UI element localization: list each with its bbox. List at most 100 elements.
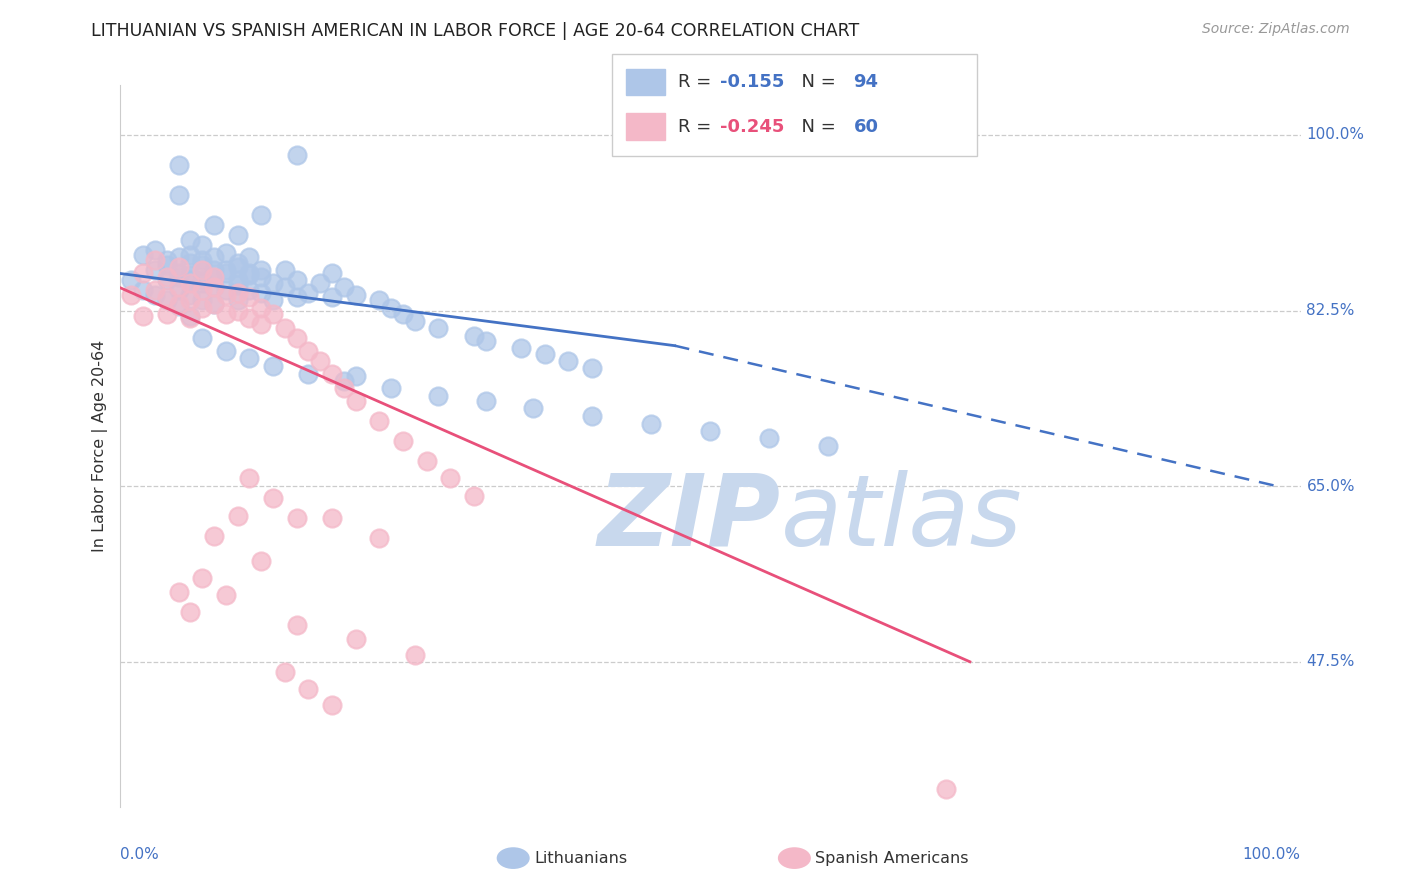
Point <box>215 284 238 298</box>
Point <box>758 431 780 445</box>
Point <box>167 584 190 599</box>
Point <box>120 273 142 287</box>
Point <box>238 310 260 325</box>
Point <box>309 277 332 291</box>
Text: 65.0%: 65.0% <box>1306 479 1355 493</box>
Point <box>238 284 260 298</box>
Point <box>274 665 297 679</box>
Point <box>191 273 214 287</box>
Point <box>143 244 166 258</box>
Point <box>699 424 721 438</box>
Point <box>226 303 249 318</box>
Point <box>262 359 284 373</box>
Point <box>120 288 142 302</box>
Point <box>202 270 225 285</box>
Point <box>191 263 214 277</box>
Point <box>581 409 603 423</box>
Point <box>167 158 190 172</box>
Text: Source: ZipAtlas.com: Source: ZipAtlas.com <box>1202 22 1350 37</box>
Y-axis label: In Labor Force | Age 20-64: In Labor Force | Age 20-64 <box>93 340 108 552</box>
Point <box>179 248 201 262</box>
Point <box>380 381 402 395</box>
Text: ZIP: ZIP <box>598 470 780 566</box>
Point <box>640 417 662 431</box>
Point <box>309 353 332 368</box>
Text: 82.5%: 82.5% <box>1306 303 1355 318</box>
Point <box>392 307 415 321</box>
Text: 47.5%: 47.5% <box>1306 654 1355 669</box>
Text: atlas: atlas <box>780 470 1022 566</box>
Point <box>250 286 273 301</box>
Point <box>344 393 367 408</box>
Point <box>463 328 485 343</box>
Point <box>238 268 260 283</box>
Point <box>463 489 485 503</box>
Point <box>262 277 284 291</box>
Text: -0.155: -0.155 <box>720 73 785 91</box>
Point <box>297 286 319 301</box>
Point <box>179 605 201 619</box>
Point <box>238 291 260 305</box>
Point <box>156 270 179 285</box>
Point <box>215 266 238 280</box>
Point <box>285 617 308 632</box>
Point <box>132 284 155 298</box>
Point <box>557 353 579 368</box>
Point <box>191 253 214 268</box>
Point <box>132 309 155 323</box>
Point <box>250 270 273 285</box>
Point <box>191 571 214 585</box>
Point <box>202 529 225 543</box>
Point <box>167 280 190 294</box>
Point <box>404 648 426 662</box>
Text: N =: N = <box>790 73 842 91</box>
Point <box>250 554 273 568</box>
Point <box>392 434 415 448</box>
Text: 100.0%: 100.0% <box>1243 847 1301 862</box>
Point <box>533 346 555 360</box>
Point <box>368 293 391 308</box>
Point <box>179 309 201 323</box>
Point <box>250 263 273 277</box>
Point <box>191 238 214 252</box>
Point <box>215 307 238 321</box>
Point <box>285 273 308 287</box>
Point <box>226 278 249 293</box>
Point <box>238 266 260 280</box>
Point <box>226 509 249 524</box>
Point <box>415 454 437 468</box>
Point <box>179 310 201 325</box>
Point <box>427 320 450 334</box>
Point <box>522 401 544 415</box>
Point <box>226 273 249 287</box>
Point <box>167 266 190 280</box>
Point <box>404 313 426 327</box>
Point <box>179 268 201 283</box>
Point <box>380 301 402 315</box>
Point <box>344 288 367 302</box>
Point <box>179 256 201 270</box>
Point <box>179 273 201 287</box>
Point <box>274 280 297 294</box>
Point <box>581 360 603 375</box>
Text: R =: R = <box>678 118 717 136</box>
Point <box>262 307 284 321</box>
Point <box>321 511 343 525</box>
Point <box>191 277 214 291</box>
Point <box>226 256 249 270</box>
Point <box>179 288 201 302</box>
Point <box>344 632 367 646</box>
Point <box>215 588 238 602</box>
Point <box>321 291 343 305</box>
Point <box>474 393 496 408</box>
Point <box>368 532 391 546</box>
Point <box>132 248 155 262</box>
Point <box>510 341 533 355</box>
Point <box>167 251 190 265</box>
Point <box>202 263 225 277</box>
Point <box>238 471 260 485</box>
Text: R =: R = <box>678 73 717 91</box>
Text: 94: 94 <box>853 73 879 91</box>
Point <box>285 511 308 525</box>
Point <box>427 389 450 403</box>
